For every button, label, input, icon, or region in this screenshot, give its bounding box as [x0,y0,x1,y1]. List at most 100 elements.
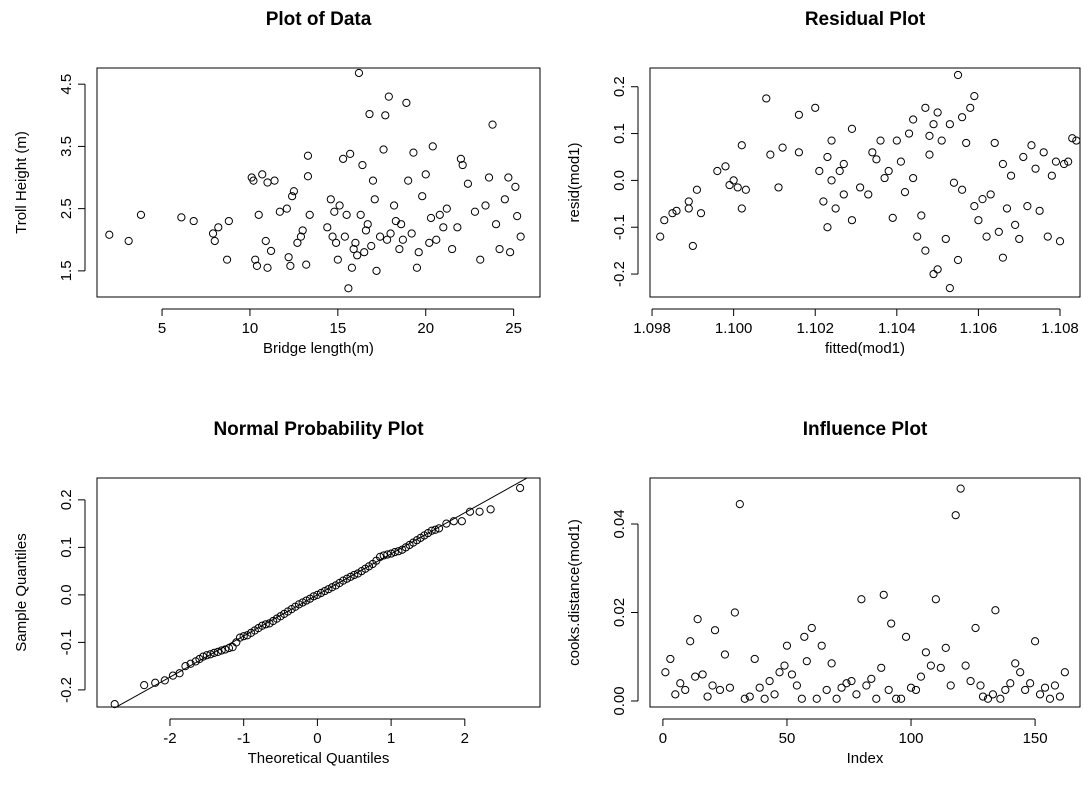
point [802,657,811,666]
point [811,103,820,112]
x-tick-label: 50 [779,730,796,747]
point [778,143,787,152]
point [877,663,886,672]
point [140,681,149,690]
point [703,692,712,701]
point [289,187,298,196]
y-tick-label: 2.5 [58,198,75,219]
point [735,500,744,509]
x-tick-label: 1.104 [878,320,916,337]
point [263,178,272,187]
point [515,483,525,493]
point [921,246,930,255]
point [725,180,734,190]
point [1060,668,1069,677]
point [379,551,388,560]
point [909,115,918,124]
point [506,248,515,257]
point [691,672,700,681]
point [868,148,877,157]
point [363,220,372,229]
point [906,683,916,692]
plot-box [649,67,1081,298]
point [326,195,335,204]
point [397,220,406,229]
point [837,683,846,692]
point [1019,152,1028,162]
point [390,548,399,557]
point [715,685,725,695]
point [360,248,369,257]
panel-title: Plot of Data [266,9,372,30]
point [847,676,856,686]
point [258,170,267,179]
point [425,238,434,247]
point [475,507,484,516]
point [124,236,133,246]
x-tick-label: 1.106 [960,320,998,337]
point [1059,159,1069,169]
x-tick-label: 1.102 [796,320,834,337]
y-tick-label: 0.0 [611,170,628,191]
point [368,176,378,185]
point [288,192,297,201]
point [214,223,223,232]
point [988,690,998,699]
point [1001,685,1010,695]
point [970,91,979,101]
point [286,261,295,270]
y-tick-label: 0.00 [611,686,628,715]
point [696,209,706,218]
x-tick-label: 10 [242,320,259,337]
point [884,166,893,176]
point [305,210,314,219]
x-tick-label: 1 [387,730,395,747]
x-tick-label: 2 [461,730,469,747]
panel: Normal Probability Plot Theoretical Quant… [13,419,541,767]
plot-box [96,477,541,708]
point [729,176,738,185]
y-tick-label: 0.02 [611,598,628,627]
point [484,173,494,182]
point [864,190,873,199]
point [823,152,832,162]
point [822,685,831,695]
point [340,232,349,241]
point [951,511,960,520]
point [263,263,272,272]
x-tick-label: 25 [505,320,522,337]
y-tick-label: 0.04 [611,509,628,538]
point [794,148,804,157]
point [448,244,457,254]
point [384,92,393,101]
point [847,124,857,133]
point [346,149,355,158]
point [941,234,950,244]
y-axis-label: cooks.distance(mod1) [566,519,583,666]
point [210,648,219,657]
point [897,694,906,703]
point [839,159,848,169]
point [827,659,836,668]
point [827,136,836,145]
point [660,216,669,225]
point [760,694,769,703]
point [442,519,451,528]
point [439,223,448,232]
point [186,659,195,668]
point [386,229,395,238]
point [725,683,734,692]
point [688,241,697,251]
point [978,692,988,701]
point [463,179,473,188]
point [904,129,914,138]
point [435,210,444,219]
point [817,641,826,650]
point [136,210,146,219]
point [342,210,351,219]
point [797,694,806,703]
point [936,663,945,672]
point [1031,164,1040,173]
point [389,201,399,210]
